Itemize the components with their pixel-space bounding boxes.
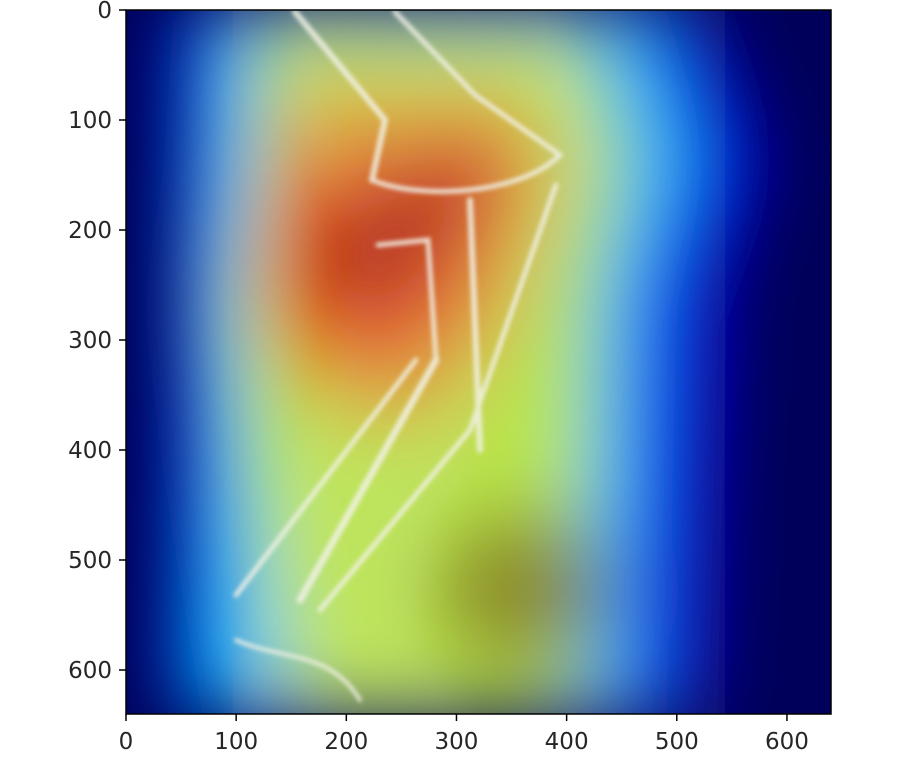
y-tick-label: 100 [68,108,112,134]
radius-upper [375,237,439,363]
y-tick-label: 400 [68,438,112,464]
y-tick-label: 600 [68,658,112,684]
humerus-edge-left [292,10,389,183]
elbow-condyle [369,152,563,194]
plot-frame [125,9,832,715]
radius-fragment [296,356,440,604]
heat-layer-lower-olive [430,510,610,670]
x-tick-label: 100 [214,729,258,755]
x-tick-label: 500 [655,729,699,755]
ulna-lower [317,182,559,613]
y-tick-label: 300 [68,328,112,354]
y-tick-label: 0 [97,0,112,24]
plot-area [126,10,831,714]
x-tick-label: 200 [324,729,368,755]
x-tick-label: 600 [765,729,809,755]
wrist-bones [234,638,362,702]
x-axis: 0 100 200 300 400 500 600 [119,714,809,755]
humerus-edge-right [392,10,563,158]
x-tick-label: 400 [545,729,589,755]
x-tick-label: 300 [435,729,479,755]
radius-lower [233,357,419,598]
y-axis: 0 100 200 300 400 500 600 [68,0,126,684]
y-tick-label: 500 [68,548,112,574]
x-tick-label: 0 [119,729,134,755]
y-tick-label: 200 [68,218,112,244]
xray-bones [233,10,563,702]
